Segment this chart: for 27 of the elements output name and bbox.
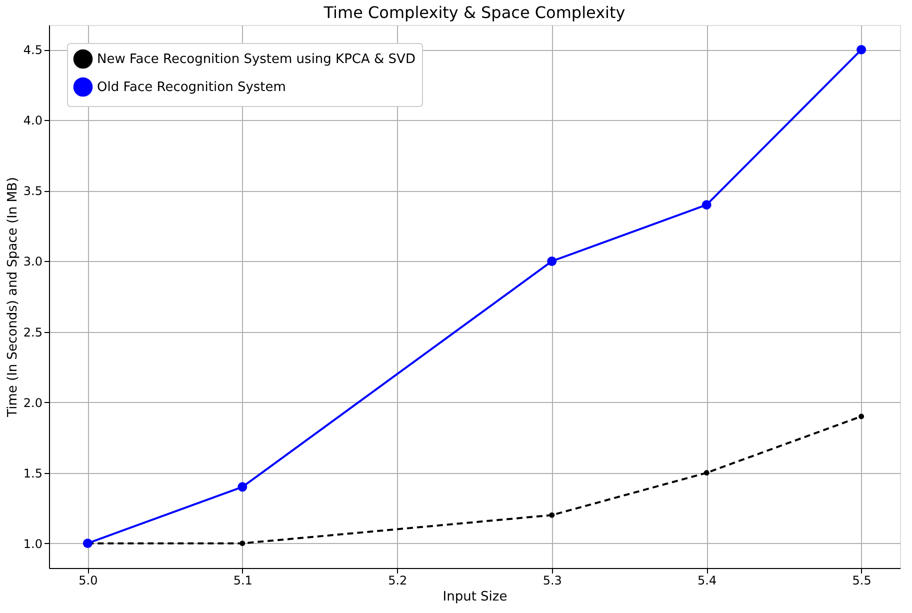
point — [549, 512, 555, 518]
x-tick-label: 5.2 — [388, 574, 408, 588]
y-tick-label: 2.0 — [23, 396, 42, 410]
point — [704, 470, 710, 476]
point — [702, 200, 712, 210]
point — [858, 414, 864, 420]
x-tick-label: 5.0 — [78, 574, 98, 588]
chart-title: Time Complexity & Space Complexity — [322, 3, 626, 22]
y-tick-label: 4.0 — [23, 114, 42, 128]
y-tick-label: 1.0 — [23, 536, 42, 551]
legend-label: New Face Recognition System using KPCA & SVD — [97, 52, 416, 67]
x-axis-title: Input Size — [442, 590, 508, 604]
x-tick-label: 5.4 — [698, 574, 717, 588]
point — [240, 540, 246, 546]
y-axis-title: Time (In Seconds) and Space (In MB) — [5, 177, 20, 418]
y-tick-label: 4.5 — [23, 43, 42, 58]
x-tick-label: 5.1 — [233, 574, 252, 588]
x-tick-label: 5.3 — [542, 574, 562, 588]
point — [856, 44, 866, 54]
y-tick-label: 3.0 — [23, 254, 42, 269]
point — [547, 256, 557, 266]
legend-label: Old Face Recognition System — [97, 80, 286, 95]
y-tick-label: 2.5 — [23, 325, 42, 340]
y-tick-label: 3.5 — [23, 184, 42, 198]
point — [238, 482, 248, 492]
y-tick-label: 1.5 — [23, 466, 42, 480]
x-tick-label: 5.5 — [852, 574, 872, 588]
